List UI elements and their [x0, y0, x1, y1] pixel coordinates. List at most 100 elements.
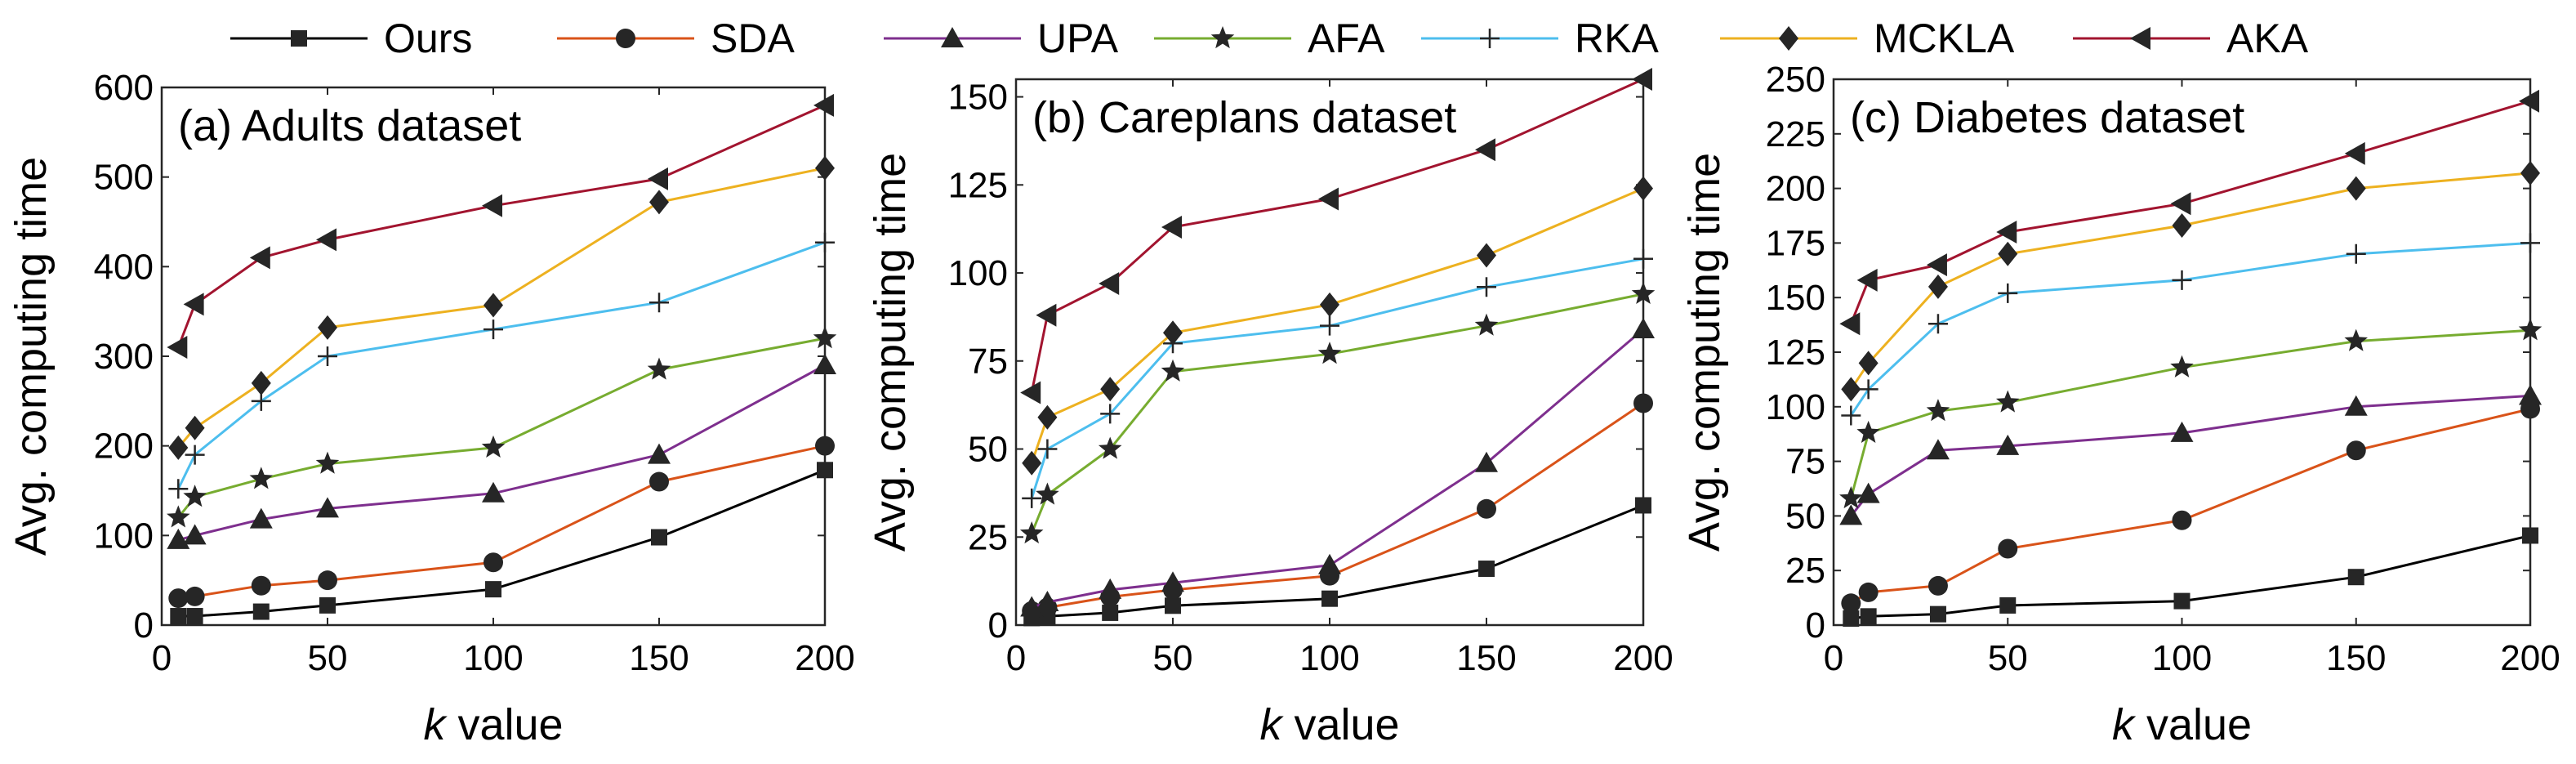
series-mckla: [1022, 176, 1653, 476]
x-tick-label: 0: [152, 638, 172, 678]
data-point-ours: [170, 608, 187, 625]
data-point-upa: [2170, 421, 2194, 442]
series-afa: [1839, 318, 2543, 509]
x-tick-label: 200: [1613, 638, 1673, 678]
data-point-mckla: [484, 293, 503, 318]
data-point-afa: [183, 485, 207, 507]
data-point-rka: [185, 445, 205, 465]
data-point-aka: [1318, 187, 1339, 211]
data-point-ours: [1843, 610, 1860, 627]
data-point-afa: [1839, 486, 1863, 509]
data-point-aka: [167, 336, 188, 360]
x-tick-label: 100: [463, 638, 523, 678]
data-point-sda: [2172, 510, 2192, 530]
data-point-mckla: [185, 415, 205, 440]
data-point-mckla: [1998, 241, 2018, 266]
data-point-aka: [482, 194, 502, 217]
data-point-mckla: [2346, 176, 2366, 201]
data-point-upa: [316, 497, 339, 518]
legend-entry-sda: SDA: [557, 16, 795, 61]
data-point-rka: [1037, 439, 1058, 459]
data-point-mckla: [1477, 243, 1496, 268]
data-point-afa: [1926, 399, 1950, 422]
data-point-mckla: [318, 315, 337, 340]
data-point-ours: [1999, 596, 2017, 614]
data-point-mckla: [1100, 377, 1121, 402]
data-point-ours: [1478, 561, 1495, 578]
data-point-afa: [1161, 359, 1185, 382]
series-upa: [167, 353, 836, 549]
legend-entry-ours: Ours: [230, 16, 472, 61]
data-point-ours: [1929, 605, 1946, 623]
y-tick-label: 125: [948, 165, 1008, 205]
data-point-aka: [1020, 381, 1041, 404]
series-line-afa: [1849, 328, 2531, 499]
data-point-afa: [1019, 521, 1044, 544]
x-tick-label: 50: [1988, 638, 2028, 678]
y-tick-label: 500: [94, 158, 154, 198]
y-tick-label: 0: [988, 605, 1008, 646]
data-point-mckla: [1928, 274, 1948, 299]
series-sda: [1841, 399, 2540, 614]
x-tick-label: 150: [1456, 638, 1516, 678]
y-tick-label: 100: [948, 253, 1008, 293]
data-point-upa: [1161, 571, 1184, 592]
data-point-mckla: [1858, 351, 1879, 376]
legend-label-rka: RKA: [1575, 16, 1659, 61]
chart-panel-3: 0 50 100 150 200 0 25 50 75 100 125 150 175 200 225 250…: [1680, 60, 2560, 749]
x-axis-label-variable: k: [423, 700, 448, 749]
x-axis-label-text: value: [1281, 700, 1399, 749]
y-axis-label: Avg. computing time: [1680, 153, 1729, 552]
data-point-aka: [648, 167, 668, 190]
data-point-aka: [1632, 68, 1652, 91]
chart-panel-1: 0 50 100 150 200 0 100 200 300 400 500 600 k value Av…: [7, 68, 855, 749]
data-point-mckla: [1633, 176, 1653, 201]
data-point-aka: [1036, 303, 1057, 327]
data-point-aka: [1839, 312, 1861, 336]
legend-label-aka: AKA: [2226, 16, 2309, 61]
data-point-afa: [315, 451, 340, 474]
y-tick-label: 0: [1806, 605, 1825, 646]
x-axis-label: k value: [423, 700, 563, 749]
data-point-rka: [318, 346, 337, 366]
data-point-upa: [1099, 578, 1122, 599]
series-sda: [1022, 393, 1653, 621]
data-point-upa: [1020, 596, 1044, 617]
data-point-mckla: [1320, 292, 1339, 317]
x-tick-label: 100: [2152, 638, 2212, 678]
x-axis-label-variable: k: [1259, 700, 1284, 749]
legend-entry-upa: UPA: [884, 16, 1119, 61]
legend-label-mckla: MCKLA: [1874, 16, 2015, 61]
series-line-rka: [1850, 241, 2531, 417]
data-point-mckla: [815, 155, 835, 181]
data-point-ours: [2522, 527, 2538, 544]
series-sda: [168, 436, 835, 609]
data-point-ours: [2347, 569, 2364, 586]
data-point-sda: [251, 575, 271, 596]
data-point-upa: [1475, 451, 1498, 472]
series-mckla: [168, 155, 835, 460]
data-point-rka: [1320, 315, 1339, 336]
y-tick-label: 25: [968, 517, 1008, 557]
data-point-sda: [2346, 440, 2366, 461]
y-tick-label: 50: [968, 430, 1008, 470]
y-tick-label: 25: [1785, 551, 1825, 591]
legend-label-sda: SDA: [711, 16, 795, 61]
legend-marker-mckla: [1779, 26, 1798, 51]
y-tick-label: 225: [1766, 114, 1825, 154]
data-point-upa: [2344, 395, 2368, 416]
data-point-aka: [1099, 271, 1120, 295]
data-point-aka: [2170, 192, 2191, 216]
data-point-rka: [2346, 243, 2366, 264]
data-point-rka: [815, 232, 835, 252]
y-tick-label: 50: [1785, 496, 1825, 536]
data-point-upa: [1839, 504, 1863, 525]
data-point-aka: [813, 93, 834, 117]
y-tick-label: 75: [968, 342, 1008, 382]
x-axis-label-text: value: [2134, 700, 2252, 749]
series-upa: [1839, 384, 2542, 525]
data-point-rka: [1477, 277, 1496, 297]
data-point-upa: [249, 507, 273, 529]
data-point-ours: [1860, 608, 1877, 625]
